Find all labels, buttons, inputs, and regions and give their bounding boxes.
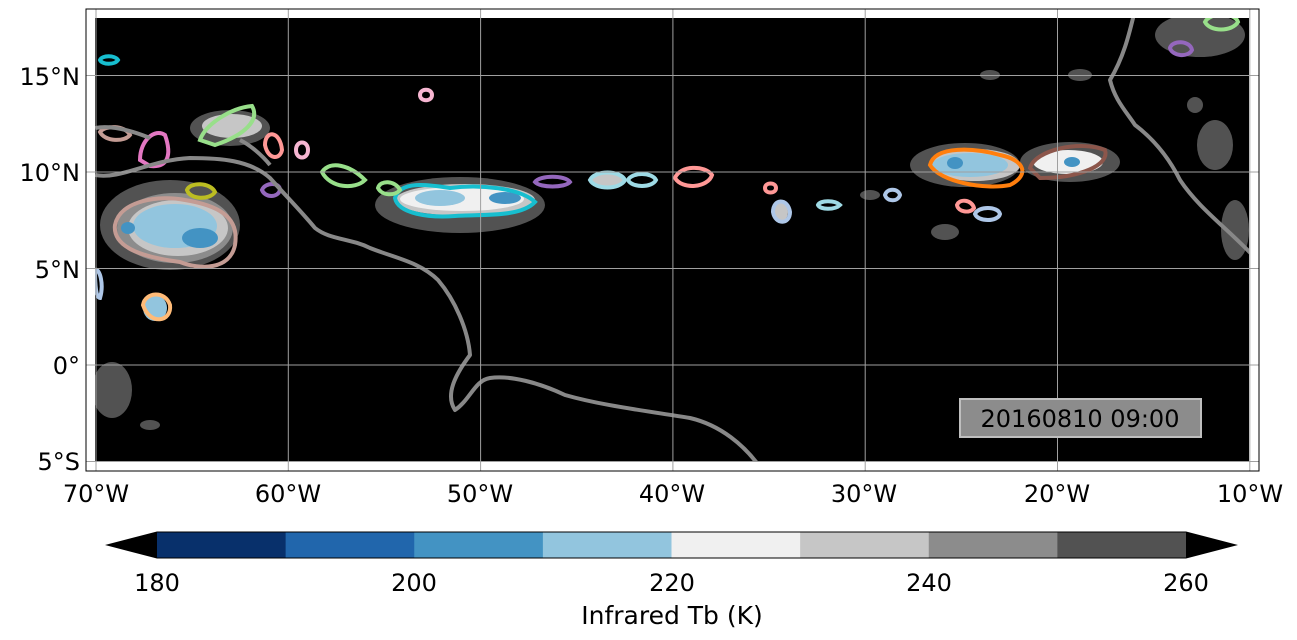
track-contour <box>319 163 368 189</box>
colorbar: 180 200 220 240 260 Infrared Tb (K) <box>105 531 1238 630</box>
lon-tick-50w: 50°W <box>447 480 513 508</box>
colorbar-segment <box>800 532 930 558</box>
colorbar-tick-220: 220 <box>649 569 695 597</box>
lon-tick-10w: 10°W <box>1217 480 1283 508</box>
lon-tick-40w: 40°W <box>639 480 705 508</box>
track-contour <box>293 140 311 160</box>
track-contour <box>927 147 1025 189</box>
track-contour <box>972 206 1003 222</box>
track-contour <box>392 183 538 219</box>
colorbar-tick-260: 260 <box>1163 569 1209 597</box>
coastline-south-america <box>95 156 758 461</box>
track-contour <box>770 199 793 224</box>
track-contour <box>140 292 173 322</box>
colorbar-segment <box>414 532 544 558</box>
track-contour <box>375 180 403 197</box>
longitude-tick-labels: 70°W 60°W 50°W 40°W 30°W 20°W 10°W <box>63 480 1283 508</box>
colorbar-under-triangle <box>107 532 157 558</box>
track-contour <box>762 181 779 195</box>
colorbar-tick-240: 240 <box>906 569 952 597</box>
track-contour <box>1167 40 1195 57</box>
track-contour <box>97 54 121 66</box>
track-contour <box>1202 18 1241 32</box>
gridlines <box>86 9 1259 471</box>
track-contour <box>815 199 843 211</box>
track-contour <box>137 131 171 169</box>
timestamp-box: 20160810 09:00 <box>959 398 1202 438</box>
colorbar-segment <box>928 532 1058 558</box>
cloud-interiors <box>117 114 1103 321</box>
lat-tick-15n: 15°N <box>20 63 81 91</box>
colorbar-segment <box>157 532 287 558</box>
map-border <box>85 8 1260 472</box>
tracked-cell-outlines <box>95 18 1241 322</box>
track-contour <box>1027 144 1108 181</box>
lat-tick-0: 0° <box>53 352 80 380</box>
lon-tick-30w: 30°W <box>831 480 897 508</box>
colorbar-tick-200: 200 <box>391 569 437 597</box>
colorbar-segment <box>542 532 672 558</box>
lon-tick-20w: 20°W <box>1024 480 1090 508</box>
colorbar-segment <box>671 532 801 558</box>
colorbar-outline <box>105 531 1238 559</box>
latitude-tick-labels: 15°N 10°N 5°N 0° 5°S <box>20 63 81 476</box>
colorbar-tick-180: 180 <box>134 569 180 597</box>
track-contour <box>587 170 628 190</box>
track-contour <box>417 87 435 103</box>
colorbar-segments <box>157 532 1187 558</box>
map-background <box>95 18 1249 461</box>
colorbar-segment <box>1057 532 1187 558</box>
lat-tick-5n: 5°N <box>35 256 80 284</box>
track-contour <box>625 172 659 188</box>
track-contour <box>672 165 715 188</box>
coastline-caribbean-islands <box>95 125 272 167</box>
track-contour <box>197 103 257 148</box>
track-contour <box>532 174 573 189</box>
coastlines <box>95 18 1249 461</box>
track-contour <box>112 196 238 269</box>
colorbar-label: Infrared Tb (K) <box>581 601 763 630</box>
timestamp-background <box>959 398 1202 438</box>
colorbar-over-triangle <box>1186 532 1236 558</box>
lon-tick-60w: 60°W <box>255 480 321 508</box>
lon-tick-70w: 70°W <box>63 480 129 508</box>
track-contour <box>184 182 218 200</box>
lat-tick-5s: 5°S <box>37 448 80 476</box>
timestamp-text: 20160810 09:00 <box>981 405 1180 433</box>
colorbar-segment <box>285 532 415 558</box>
track-contour <box>95 267 104 301</box>
lat-tick-10n: 10°N <box>20 159 81 187</box>
track-contour <box>882 187 903 203</box>
track-contour <box>262 132 285 159</box>
track-contour <box>954 198 977 214</box>
coastline-africa <box>1108 18 1249 255</box>
